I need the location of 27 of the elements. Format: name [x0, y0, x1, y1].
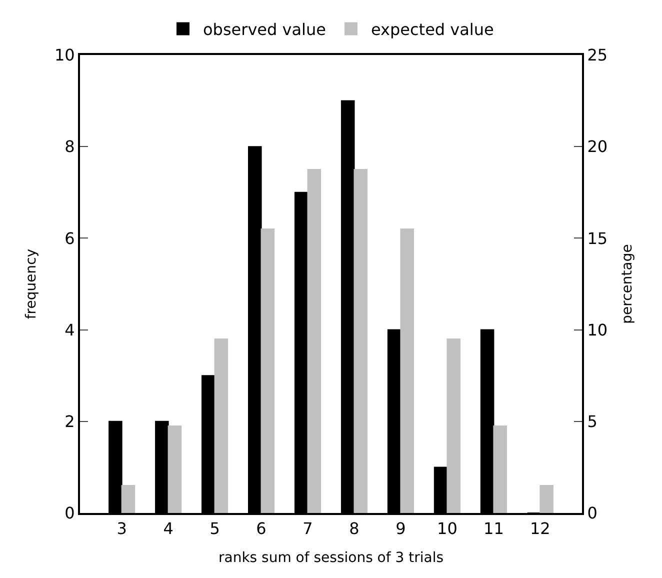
y-tick-label: 2	[64, 412, 75, 431]
y2-tick-label: 10	[587, 320, 608, 340]
y2-axis-title: percentage	[619, 244, 636, 324]
y2-tick-label: 0	[587, 504, 598, 523]
y2-tick-label: 5	[587, 412, 598, 431]
y-tick-label: 8	[64, 137, 75, 156]
x-tick-label: 9	[396, 519, 406, 538]
y2-tick-label: 15	[587, 228, 608, 248]
legend-label: observed value	[203, 20, 326, 39]
x-tick-label: 5	[210, 519, 220, 538]
x-axis-title: ranks sum of sessions of 3 trials	[218, 550, 444, 566]
y-tick-label: 6	[64, 228, 75, 248]
x-tick-label: 4	[163, 519, 174, 538]
y-tick-label: 10	[54, 46, 75, 65]
x-tick-label: 12	[530, 519, 550, 538]
x-tick-label: 11	[484, 519, 504, 538]
x-tick-label: 7	[302, 519, 313, 538]
y2-tick-label: 25	[587, 46, 608, 65]
x-tick-label: 10	[437, 519, 458, 538]
y-tick-label: 4	[64, 320, 75, 340]
x-tick-label: 6	[256, 519, 266, 538]
y2-tick-label: 20	[587, 137, 608, 156]
x-tick-label: 3	[116, 519, 127, 538]
x-tick-label: 8	[349, 519, 360, 538]
y-axis-title: frequency	[24, 248, 40, 320]
y-tick-label: 0	[64, 504, 75, 523]
legend-label: expected value	[370, 20, 494, 39]
